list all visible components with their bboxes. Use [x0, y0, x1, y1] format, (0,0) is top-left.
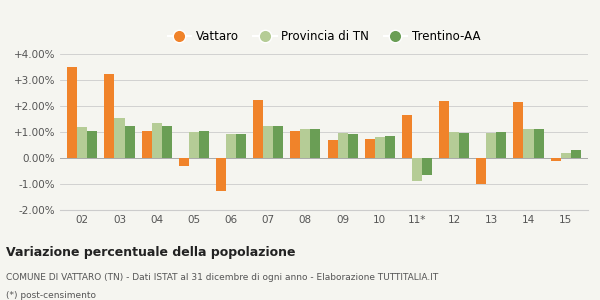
Bar: [496, 132, 506, 158]
Bar: [301, 129, 310, 158]
Bar: [179, 158, 189, 166]
Bar: [152, 123, 161, 158]
Bar: [347, 134, 358, 158]
Bar: [514, 102, 523, 158]
Text: (*) post-censimento: (*) post-censimento: [6, 291, 96, 300]
Bar: [310, 129, 320, 158]
Bar: [236, 134, 246, 158]
Bar: [412, 158, 422, 181]
Bar: [385, 136, 395, 158]
Bar: [115, 118, 125, 158]
Bar: [449, 132, 459, 158]
Bar: [439, 101, 449, 158]
Bar: [161, 125, 172, 158]
Bar: [365, 139, 375, 158]
Bar: [142, 131, 152, 158]
Bar: [199, 131, 209, 158]
Bar: [216, 158, 226, 190]
Bar: [523, 129, 533, 158]
Legend: Vattaro, Provincia di TN, Trentino-AA: Vattaro, Provincia di TN, Trentino-AA: [163, 26, 485, 48]
Bar: [328, 140, 338, 158]
Bar: [571, 150, 581, 158]
Bar: [422, 158, 432, 175]
Bar: [375, 137, 385, 158]
Bar: [67, 67, 77, 158]
Bar: [402, 115, 412, 158]
Text: Variazione percentuale della popolazione: Variazione percentuale della popolazione: [6, 246, 296, 259]
Bar: [189, 132, 199, 158]
Bar: [338, 133, 347, 158]
Bar: [88, 131, 97, 158]
Bar: [487, 133, 496, 158]
Bar: [533, 129, 544, 158]
Bar: [476, 158, 487, 184]
Bar: [560, 153, 571, 158]
Bar: [125, 125, 134, 158]
Bar: [459, 133, 469, 158]
Bar: [263, 125, 273, 158]
Text: COMUNE DI VATTARO (TN) - Dati ISTAT al 31 dicembre di ogni anno - Elaborazione T: COMUNE DI VATTARO (TN) - Dati ISTAT al 3…: [6, 273, 438, 282]
Bar: [104, 74, 115, 158]
Bar: [226, 134, 236, 158]
Bar: [273, 125, 283, 158]
Bar: [551, 158, 560, 160]
Bar: [253, 100, 263, 158]
Bar: [77, 127, 88, 158]
Bar: [290, 131, 301, 158]
